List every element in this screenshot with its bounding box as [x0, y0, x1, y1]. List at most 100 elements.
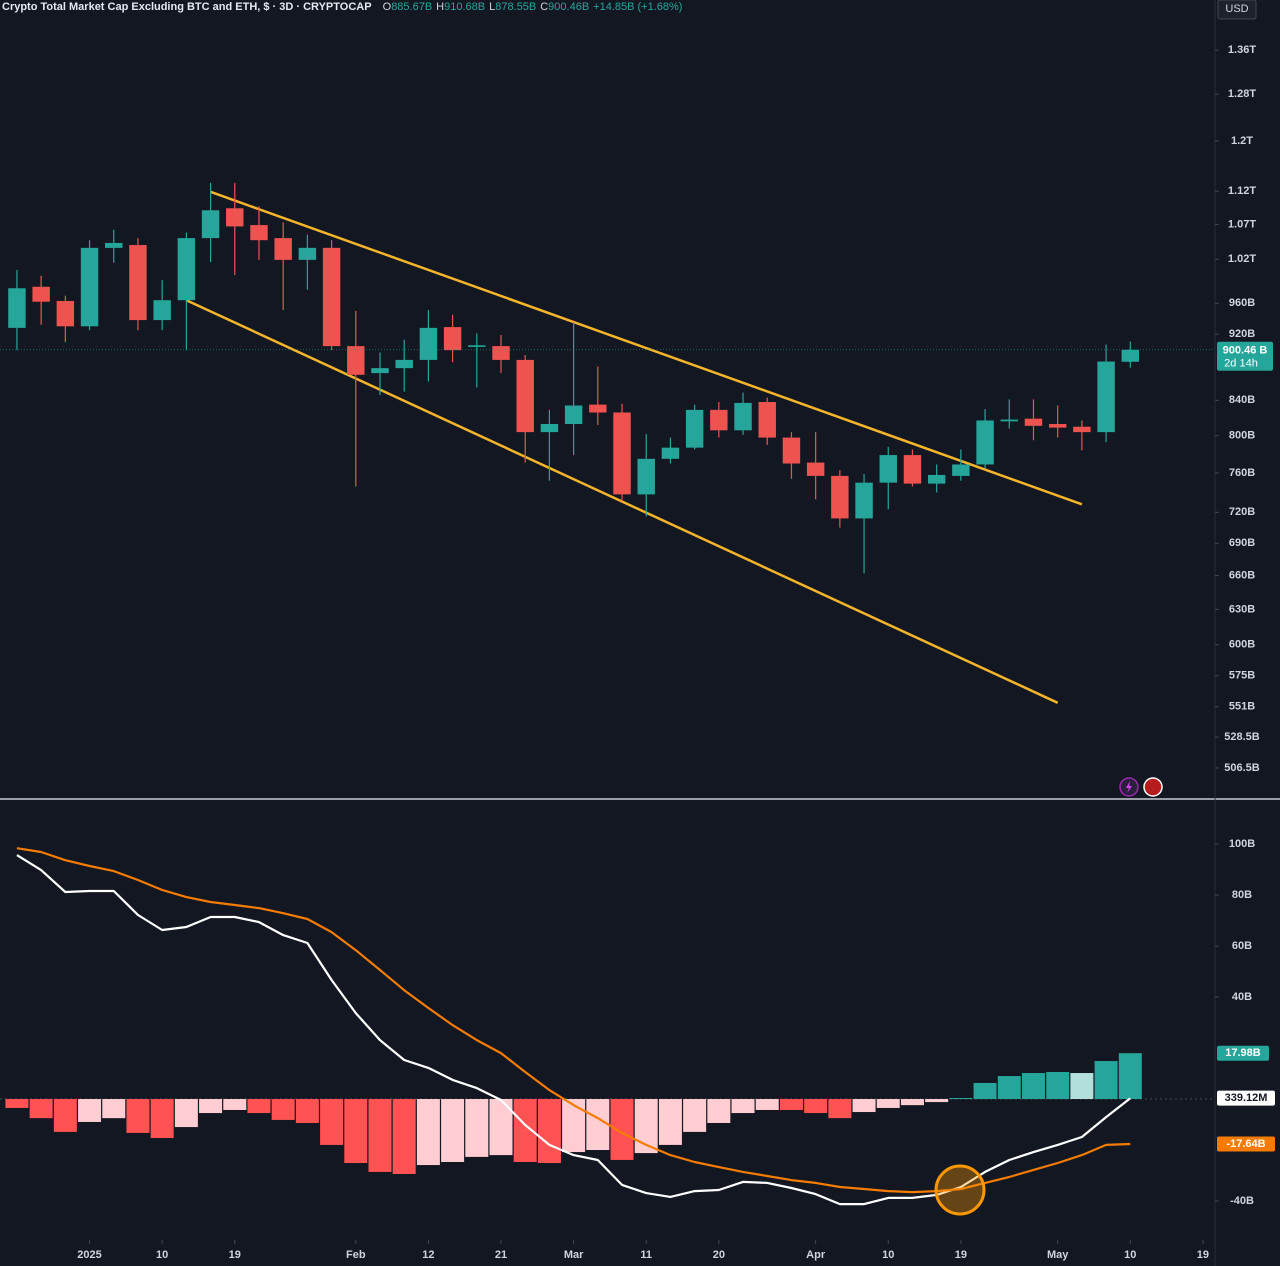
x-tick-label: Feb: [346, 1249, 366, 1261]
flash-glyph: [1126, 781, 1132, 793]
y-tick-label: 1.12T: [1228, 185, 1256, 197]
y-tick-label: 575B: [1229, 670, 1255, 682]
y-tick-label: 40B: [1232, 991, 1252, 1003]
histogram-bar: [392, 1099, 416, 1174]
histogram-bar: [29, 1099, 53, 1119]
candle-body: [879, 455, 897, 483]
histogram-last-label: 17.98B: [1225, 1047, 1261, 1059]
candle-body: [468, 345, 486, 347]
histogram-bar: [295, 1099, 319, 1123]
legend-key: O: [382, 1, 392, 13]
candle-body: [952, 464, 970, 476]
y-tick-label: 1.2T: [1231, 135, 1253, 147]
candle-body: [1024, 418, 1043, 426]
currency-button[interactable]: [1217, 0, 1257, 20]
histogram-last-label-box: [1217, 1045, 1269, 1061]
candle-body: [298, 247, 317, 260]
x-tick-label: 10: [156, 1249, 168, 1261]
histogram-bar: [683, 1099, 707, 1132]
candle-body: [80, 247, 99, 327]
candle-body: [492, 346, 510, 360]
x-tick-label: 21: [495, 1249, 507, 1261]
y-tick-label: 551B: [1229, 701, 1255, 713]
series-last-label-box: [1217, 1090, 1275, 1106]
candle-body: [564, 405, 583, 425]
histogram-bar: [707, 1099, 731, 1123]
y-tick-label: 840B: [1229, 394, 1255, 406]
candle-body: [1000, 419, 1018, 422]
candle-body: [685, 409, 704, 448]
histogram-bar: [586, 1099, 610, 1151]
histogram-bar: [562, 1099, 586, 1153]
indicator-line: [16, 854, 1131, 1206]
legend-value: 910.68B: [444, 1, 486, 13]
legend-key: L: [489, 1, 496, 13]
y-tick-label: 100B: [1229, 838, 1255, 850]
candle-body: [32, 286, 50, 302]
y-tick-label: 60B: [1232, 940, 1252, 952]
x-tick-label: 11: [640, 1249, 652, 1261]
histogram-bar: [78, 1099, 102, 1122]
candle-body: [516, 359, 534, 433]
candle-body: [443, 327, 462, 351]
candle-body: [661, 447, 680, 459]
histogram-bar: [416, 1099, 440, 1166]
histogram-bar: [828, 1099, 852, 1119]
y-tick-label: 600B: [1229, 639, 1255, 651]
histogram-bar: [344, 1099, 368, 1164]
legend-key: C: [540, 1, 549, 13]
histogram-bar: [900, 1099, 924, 1106]
legend-value: 900.46B: [548, 1, 590, 13]
histogram-bar: [949, 1098, 973, 1100]
y-tick-label: 690B: [1229, 537, 1255, 549]
histogram-bar: [876, 1099, 900, 1108]
histogram-bar: [5, 1099, 29, 1108]
histogram-bar: [1118, 1053, 1142, 1100]
candle-body: [56, 300, 75, 327]
histogram-bar: [537, 1099, 561, 1164]
histogram-bar: [53, 1099, 77, 1132]
histogram-bar: [174, 1099, 198, 1128]
candle-body: [250, 225, 268, 241]
candle-body: [419, 327, 438, 360]
candle-body: [540, 424, 559, 433]
histogram-bar: [513, 1099, 537, 1162]
histogram-bar: [634, 1099, 658, 1154]
candle-body: [613, 412, 631, 495]
price-label-box: [1217, 341, 1273, 371]
candle-body: [371, 368, 389, 374]
histogram-bar: [997, 1076, 1021, 1100]
x-tick-label: 12: [422, 1249, 434, 1261]
candle-body: [831, 475, 849, 519]
y-tick-label: 920B: [1229, 328, 1255, 340]
candle-body: [177, 238, 196, 301]
x-tick-label: Mar: [564, 1249, 584, 1261]
candle-body: [855, 482, 873, 519]
candle-body: [1097, 361, 1115, 433]
crossover-highlight: [934, 1164, 986, 1216]
y-tick-label: 630B: [1229, 603, 1255, 615]
histogram-bar: [852, 1099, 876, 1113]
currency-label[interactable]: USD: [1225, 3, 1248, 15]
series-last-label: -17.64B: [1226, 1138, 1265, 1150]
y-tick-label: 720B: [1229, 506, 1255, 518]
histogram-bar: [489, 1099, 513, 1156]
countdown-label: 2d 14h: [1224, 358, 1258, 370]
candle-body: [105, 242, 123, 248]
candle-body: [322, 247, 341, 347]
flag-icon[interactable]: [1143, 777, 1163, 797]
histogram-bar: [658, 1099, 682, 1145]
histogram-bar: [247, 1099, 271, 1114]
histogram-bar: [102, 1099, 126, 1119]
candle-body: [734, 402, 752, 431]
y-tick-label: -40B: [1230, 1195, 1254, 1207]
y-tick-label: 1.07T: [1228, 218, 1256, 230]
x-tick-label: 19: [1197, 1249, 1209, 1261]
candle-body: [782, 437, 801, 464]
histogram-bar: [1094, 1061, 1118, 1100]
histogram-bar: [779, 1099, 803, 1110]
y-tick-label: 1.28T: [1228, 88, 1256, 100]
x-tick-label: 19: [955, 1249, 967, 1261]
series-last-label-box: [1217, 1136, 1275, 1152]
